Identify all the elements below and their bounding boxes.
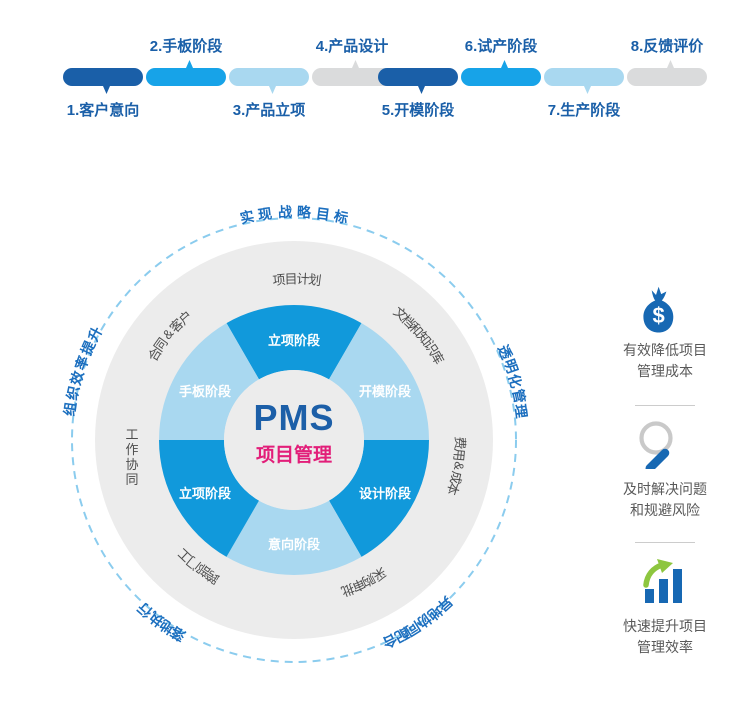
svg-text:$: $	[652, 303, 664, 328]
